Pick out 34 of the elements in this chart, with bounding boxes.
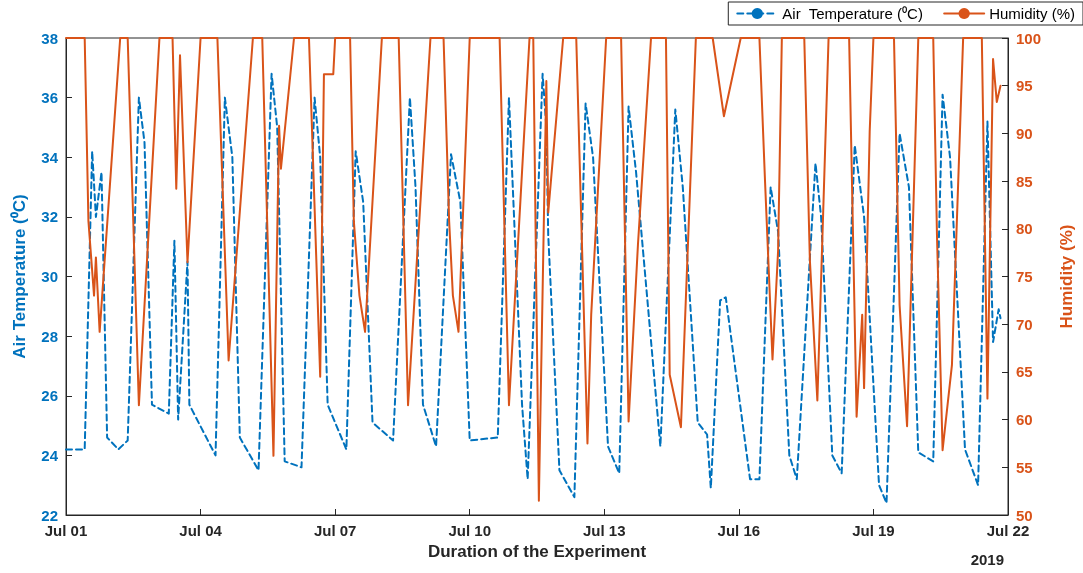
- y-tick-label: 34: [41, 148, 59, 166]
- y-tick-label: 22: [41, 506, 58, 524]
- x-tick-label: Jul 16: [717, 522, 761, 539]
- x-tick-label: Jul 22: [986, 522, 1030, 539]
- y-tick-label: 36: [41, 89, 58, 107]
- y-tick-label: 38: [41, 29, 58, 47]
- x-tick-label: Jul 04: [179, 522, 223, 539]
- x-tick-label: Jul 01: [44, 522, 88, 539]
- y2-tick-label: 90: [1016, 124, 1033, 142]
- x-tick-label: Jul 07: [313, 522, 357, 539]
- y2-tick-label: 80: [1016, 220, 1033, 238]
- y2-axis-title: Humidity (%): [1057, 224, 1076, 329]
- legend-label: Air Temperature (⁰C): [782, 5, 923, 22]
- y2-tick-label: 70: [1016, 315, 1033, 333]
- y2-tick-label: 60: [1016, 411, 1033, 429]
- y2-tick-label: 100: [1016, 29, 1042, 47]
- x-tick-label: Jul 13: [583, 522, 626, 539]
- x-tick-label: Jul 10: [448, 522, 491, 539]
- x-tick-label: Jul 19: [852, 522, 895, 539]
- y2-tick-label: 85: [1016, 172, 1033, 190]
- y-tick-label: 28: [41, 327, 58, 345]
- text: 2019: [970, 551, 1005, 568]
- y-tick-label: 24: [41, 446, 59, 464]
- x-axis-title: Duration of the Experiment: [427, 541, 647, 561]
- y2-tick-label: 75: [1016, 268, 1033, 285]
- y-axis-title: Air Temperature (⁰C): [10, 194, 29, 359]
- y-tick-label: 30: [41, 268, 58, 285]
- y2-tick-label: 65: [1016, 363, 1033, 381]
- y2-tick-label: 55: [1016, 458, 1033, 476]
- y2-tick-label: 95: [1016, 77, 1033, 95]
- legend-label: Humidity (%): [989, 5, 1075, 22]
- y2-tick-label: 50: [1016, 506, 1033, 524]
- y-tick-label: 26: [41, 387, 58, 405]
- y-tick-label: 32: [41, 208, 58, 226]
